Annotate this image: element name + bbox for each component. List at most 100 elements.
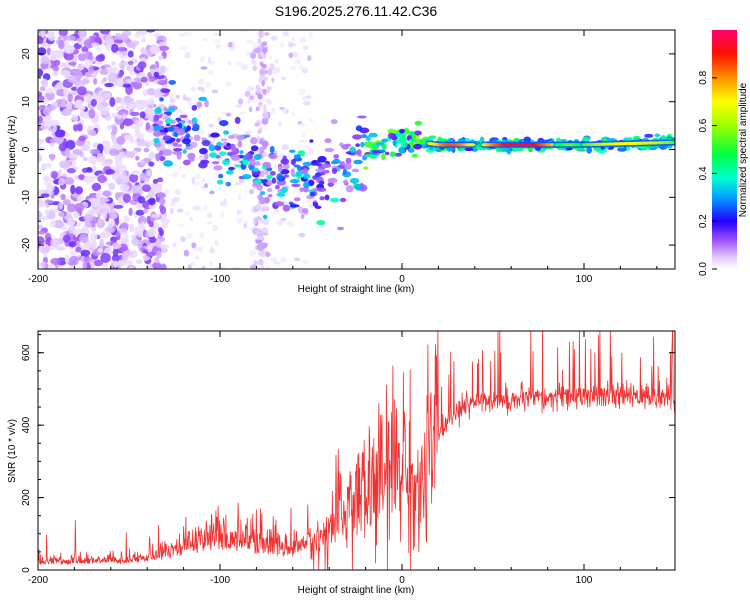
spectrogram-noise-blob [207,69,214,76]
spectrogram-noise-blob [38,36,44,45]
spectrogram-ridge-blob [208,144,216,152]
spectrogram-noise-blob [49,138,57,144]
spectrogram-noise-blob [307,148,314,156]
spectrogram-noise-blob [263,31,270,37]
spectrogram-ridge-blob [644,133,654,138]
spectrogram-noise-blob [58,178,66,186]
spectrogram-ridge-blob [177,143,183,148]
spectrogram-ridge-blob [437,136,443,142]
spectrogram-ridge-blob [398,146,406,154]
spectrogram-noise-blob [183,249,190,257]
spectrogram-ridge-blob [252,167,259,172]
colorbar-gradient [712,30,737,269]
spectrogram-noise-blob [190,261,196,266]
spectrogram-ridge-blob [163,107,168,112]
spectrogram-noise-blob [193,134,201,142]
spectrogram-noise-blob [280,256,287,263]
spectrogram-ridge-blob [395,133,401,138]
spectrogram-noise-blob [219,211,225,218]
spectrogram-noise-blob [102,190,112,197]
spectrogram-noise-blob [172,243,177,247]
spectrogram-noise-blob [128,60,134,65]
spectrogram-noise-blob [291,112,296,116]
snr-x-tick-label: 100 [576,575,593,586]
spectrogram-ridge-blob [274,184,280,190]
spectrogram-noise-blob [266,99,272,105]
spectrogram-noise-blob [65,35,77,41]
spectrogram-ridge-blob [218,120,229,127]
spectrogram-ridge-blob [329,197,340,203]
spectrogram-noise-blob [91,202,100,208]
spectrogram-noise-blob [74,71,83,80]
spectrogram-noise-blob [143,147,150,153]
spectrogram-ridge-blob [399,128,405,134]
spectrogram-noise-blob [38,115,44,124]
spectrogram-ridge-blob [179,114,188,119]
spectrogram-noise-blob [261,152,269,158]
spectrogram-ridge-blob [351,168,360,173]
spectrogram-ridge-blob [230,154,240,161]
spectrogram-noise-blob [290,65,297,71]
spectrogram-noise-blob [223,198,228,202]
spectrogram-ridge-blob [293,154,301,160]
spectrogram-noise-blob [47,264,54,269]
spectrogram-noise-blob [125,150,131,159]
spectrogram-noise-blob [84,241,92,250]
spectrogram-noise-blob [297,258,301,262]
spectrogram-noise-blob [188,119,192,125]
spectrogram-ridge-blob [282,163,290,170]
spectrogram-noise-blob [76,37,83,42]
spectrogram-ridge-blob [411,153,418,158]
spectrogram-noise-blob [59,70,71,77]
spectrogram-noise-blob [299,37,307,44]
spectrogram-noise-blob [113,260,118,268]
spectrogram-noise-blob [293,51,299,58]
spectrogram-x-tick-label: 100 [576,274,593,285]
spectrogram-noise-blob [145,113,156,120]
spectrogram-y-tick-label: -20 [21,237,32,252]
spectrogram-noise-blob [156,177,164,183]
spectrogram-noise-blob [237,98,244,105]
spectrogram-noise-blob [186,232,193,240]
spectrogram-ridge-blob [213,165,223,171]
spectrogram-noise-blob [227,61,232,66]
spectrogram-noise-blob [96,152,104,162]
spectrogram-noise-blob [155,250,162,259]
spectrogram-noise-blob [176,208,184,213]
spectrogram-noise-blob [187,100,193,108]
spectrogram-x-tick-label: -200 [28,274,48,285]
spectrogram-noise-blob [261,250,267,258]
spectrogram-noise-blob [63,176,75,185]
spectrogram-ridge-blob [276,173,284,181]
spectrogram-noise-blob [131,42,136,50]
spectrogram-noise-blob [134,99,145,105]
spectrogram-ridge-blob [172,148,183,152]
spectrogram-noise-blob [93,259,104,267]
spectrogram-noise-blob [249,188,254,195]
spectrogram-noise-blob [249,250,257,257]
spectrogram-ridge-blob [201,139,211,147]
spectrogram-noise-blob [75,246,82,253]
spectrogram-noise-blob [158,155,166,162]
spectrogram-noise-blob [227,41,233,48]
spectrogram-noise-blob [305,199,312,204]
spectrogram-noise-blob [38,68,44,77]
spectrogram-noise-blob [86,167,93,173]
spectrogram-noise-blob [201,185,206,189]
spectrogram-noise-blob [264,251,271,258]
spectrogram-noise-blob [66,103,73,110]
spectrogram-ridge-blob [333,154,339,159]
spectrogram-noise-blob [270,256,278,263]
spectrogram-noise-blob [68,255,79,266]
spectrogram-ridge-blob [489,137,499,142]
spectrogram-ridge-blob [282,204,291,212]
spectrogram-noise-blob [232,266,241,269]
spectrogram-noise-blob [84,71,91,78]
spectrogram-noise-blob [115,177,125,185]
spectrogram-noise-blob [109,97,116,107]
spectrogram-ridge-blob [254,179,262,184]
spectrogram-ridge-blob [186,125,191,132]
spectrogram-noise-blob [43,120,53,128]
spectrogram-y-ticks: -20 -10 0 10 20 [21,29,675,270]
spectrogram-ridge-blob [354,183,362,191]
